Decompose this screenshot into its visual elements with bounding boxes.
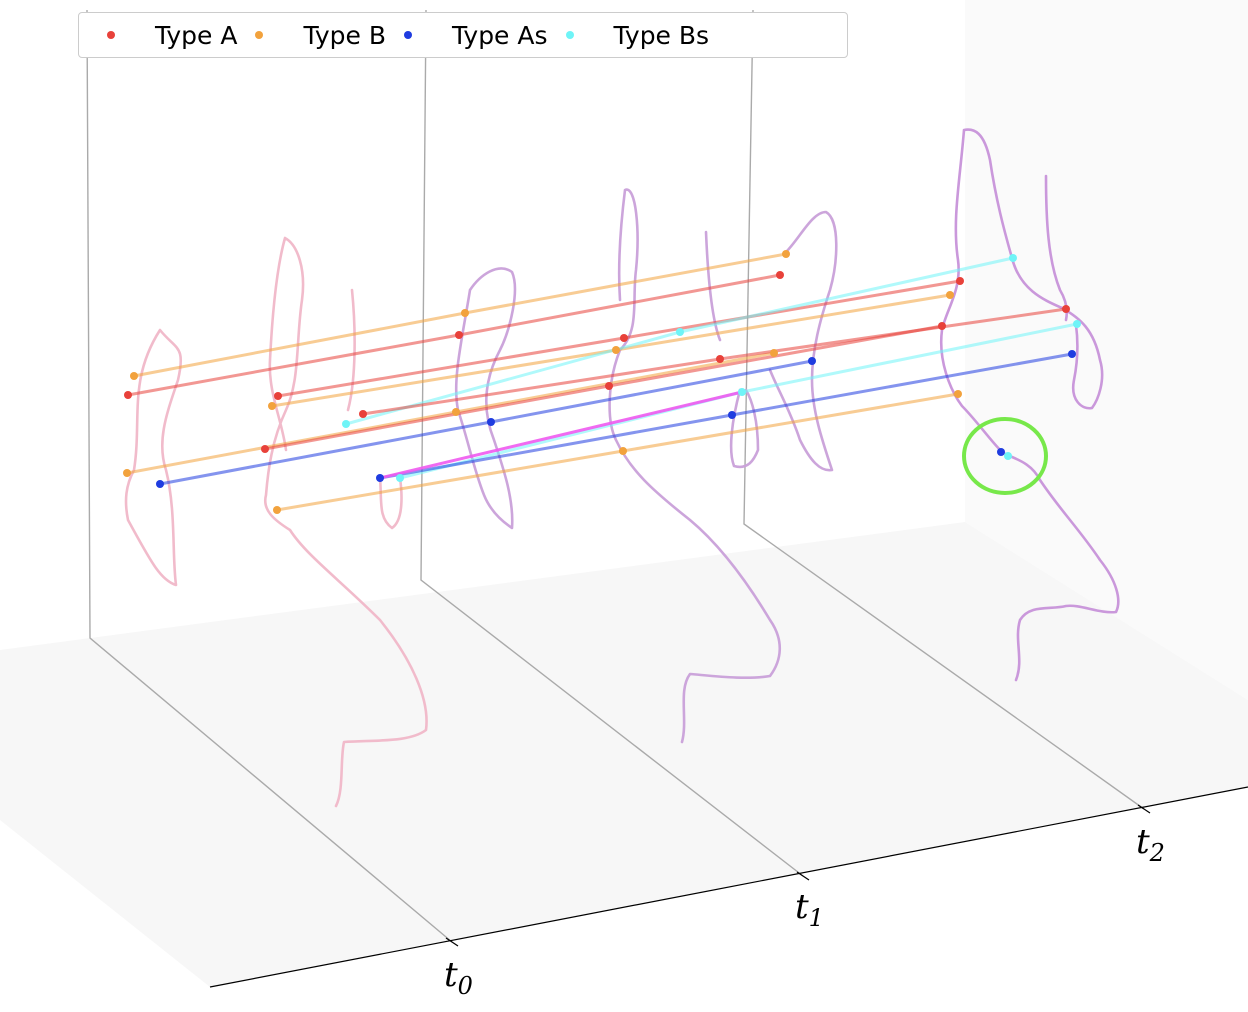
data-point-22 xyxy=(619,447,627,455)
data-point-33 xyxy=(376,474,384,482)
legend-label-type-bs: Type Bs xyxy=(613,20,710,50)
legend-label-type-as: Type As xyxy=(452,20,548,50)
legend-item-type-b: Type B xyxy=(255,21,386,50)
trajectory-curve-4 xyxy=(608,188,782,744)
data-point-5 xyxy=(776,271,784,279)
legend-item-type-as: Type As xyxy=(404,21,548,50)
legend-marker-type-as xyxy=(404,31,413,39)
legend: Type A Type B Type As Type Bs xyxy=(78,12,848,58)
legend-label-type-b: Type B xyxy=(303,20,387,50)
data-point-29 xyxy=(1062,305,1070,313)
data-point-37 xyxy=(1004,452,1012,460)
data-point-12 xyxy=(274,392,282,400)
data-point-35 xyxy=(1068,350,1076,358)
data-point-8 xyxy=(770,349,778,357)
time-axis-tick-0 xyxy=(445,937,459,947)
data-point-31 xyxy=(738,388,746,396)
time-axis-tick-1 xyxy=(796,871,810,881)
data-point-32 xyxy=(1073,320,1081,328)
connection-line-6 xyxy=(264,324,943,451)
data-point-0 xyxy=(130,372,138,380)
data-point-34 xyxy=(728,411,736,419)
transition-line xyxy=(379,390,743,480)
data-point-19 xyxy=(605,382,613,390)
trajectory-curve-6 xyxy=(768,210,838,472)
data-point-11 xyxy=(808,357,816,365)
time-axis-line xyxy=(209,786,1248,988)
legend-marker-type-bs xyxy=(565,31,574,39)
data-points xyxy=(123,250,1081,514)
data-point-27 xyxy=(359,410,367,418)
data-point-7 xyxy=(452,408,460,416)
time-frame-1 xyxy=(420,9,804,877)
time-frames xyxy=(86,9,1145,943)
data-point-23 xyxy=(954,390,962,398)
data-point-25 xyxy=(676,328,684,336)
floor-pane xyxy=(0,522,1248,987)
right-wall-pane xyxy=(965,0,1248,700)
connection-line-2 xyxy=(126,351,775,475)
time-tick-label-1: t1 xyxy=(795,887,824,932)
data-point-17 xyxy=(946,291,954,299)
data-point-15 xyxy=(268,402,276,410)
time-tick-label-2: t2 xyxy=(1136,822,1165,867)
time-tick-label-0: t0 xyxy=(444,955,473,1000)
data-point-13 xyxy=(620,334,628,342)
data-point-16 xyxy=(612,346,620,354)
data-point-3 xyxy=(124,391,132,399)
data-point-4 xyxy=(455,331,463,339)
data-point-1 xyxy=(461,309,469,317)
legend-marker-type-a xyxy=(107,31,115,39)
data-point-10 xyxy=(487,418,495,426)
data-point-26 xyxy=(1009,254,1017,262)
data-point-9 xyxy=(156,480,164,488)
data-point-28 xyxy=(716,355,724,363)
time-axis-tick-2 xyxy=(1137,804,1151,814)
data-point-24 xyxy=(342,420,350,428)
connection-line-3 xyxy=(159,359,813,486)
legend-label-type-a: Type A xyxy=(155,20,238,50)
legend-marker-type-b xyxy=(255,31,264,39)
data-point-6 xyxy=(123,469,131,477)
data-point-14 xyxy=(956,277,964,285)
data-point-20 xyxy=(938,322,946,330)
highlight-circle xyxy=(962,417,1048,495)
data-point-30 xyxy=(396,474,404,482)
data-point-36 xyxy=(997,448,1005,456)
legend-item-type-a: Type A xyxy=(107,21,237,50)
time-frame-2 xyxy=(743,9,1145,810)
time-frame-0 xyxy=(86,9,453,943)
legend-item-type-bs: Type Bs xyxy=(565,20,710,50)
data-point-2 xyxy=(782,250,790,258)
data-point-21 xyxy=(273,506,281,514)
data-point-18 xyxy=(261,445,269,453)
